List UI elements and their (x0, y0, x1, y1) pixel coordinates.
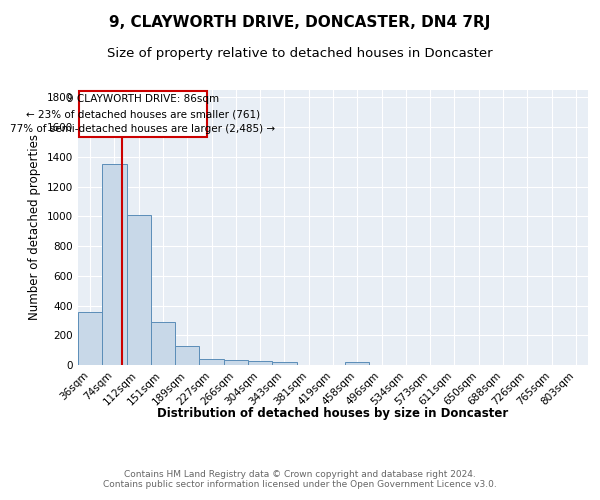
Bar (345, 362, 370, 365)
Bar (102, 164, 127, 365)
Y-axis label: Number of detached properties: Number of detached properties (28, 134, 41, 320)
Text: Distribution of detached houses by size in Doncaster: Distribution of detached houses by size … (157, 408, 509, 420)
Text: 9 CLAYWORTH DRIVE: 86sqm: 9 CLAYWORTH DRIVE: 86sqm (67, 94, 219, 104)
Text: Contains HM Land Registry data © Crown copyright and database right 2024.
Contai: Contains HM Land Registry data © Crown c… (103, 470, 497, 490)
Text: 77% of semi-detached houses are larger (2,485) →: 77% of semi-detached houses are larger (… (10, 124, 275, 134)
Text: Size of property relative to detached houses in Doncaster: Size of property relative to detached ho… (107, 48, 493, 60)
Bar (272, 362, 296, 365)
Bar (248, 361, 272, 365)
Bar (199, 359, 224, 365)
Bar (224, 360, 248, 365)
Bar (151, 322, 175, 365)
Text: ← 23% of detached houses are smaller (761): ← 23% of detached houses are smaller (76… (26, 109, 260, 119)
Bar (127, 215, 151, 365)
FancyBboxPatch shape (79, 92, 206, 136)
Bar (78, 312, 102, 365)
Bar (175, 346, 199, 365)
Text: 9, CLAYWORTH DRIVE, DONCASTER, DN4 7RJ: 9, CLAYWORTH DRIVE, DONCASTER, DN4 7RJ (109, 15, 491, 30)
